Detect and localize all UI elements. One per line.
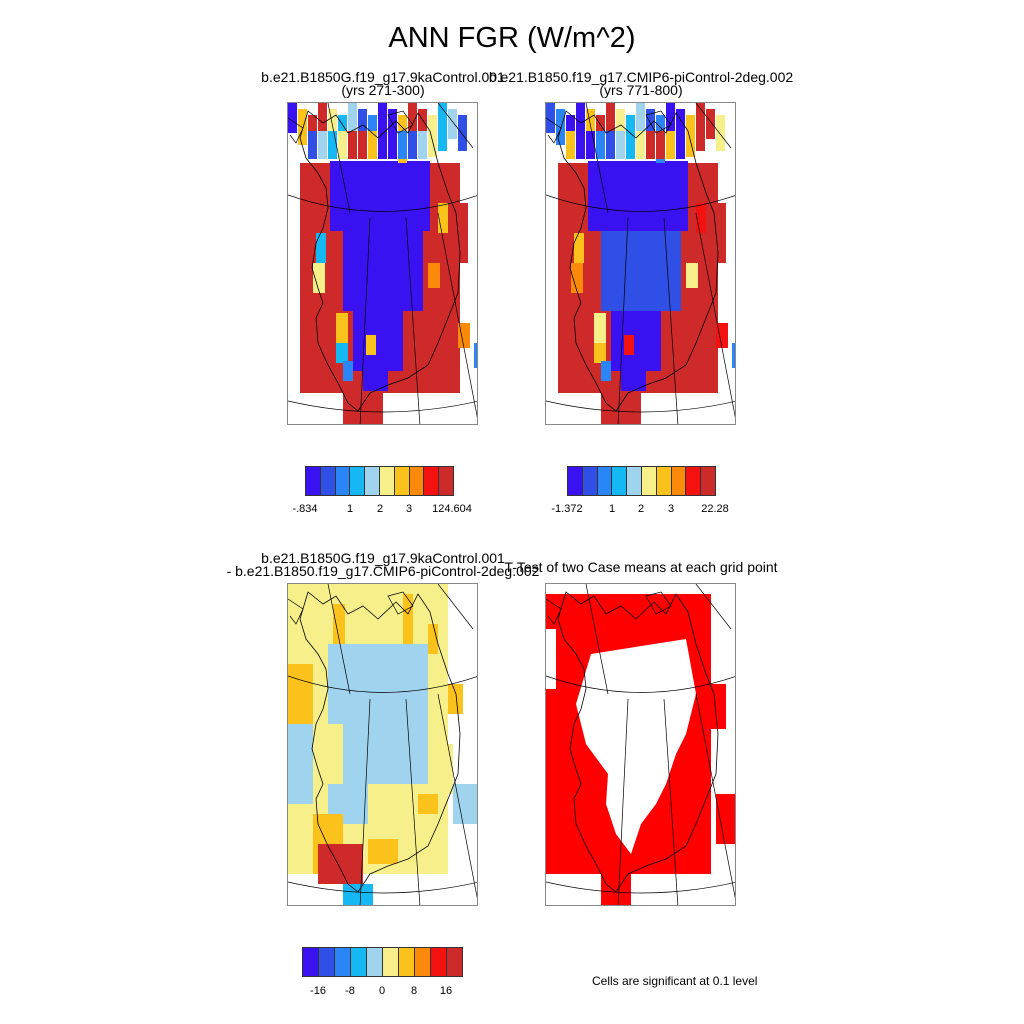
colorbar-swatch bbox=[320, 467, 336, 495]
map-panel-ttest bbox=[545, 583, 736, 906]
colorbar-swatch bbox=[671, 467, 687, 495]
island-outline bbox=[387, 110, 414, 134]
main-title: ANN FGR (W/m^2) bbox=[388, 22, 636, 54]
greenland-coastline bbox=[299, 110, 461, 412]
map-panel-difference bbox=[287, 583, 478, 906]
colorbar-swatch bbox=[597, 467, 613, 495]
map-panel-case1 bbox=[287, 102, 478, 425]
colorbar-swatch bbox=[582, 467, 598, 495]
graticule bbox=[546, 584, 735, 905]
coastline-fragment bbox=[546, 598, 562, 625]
colorbar-swatch bbox=[447, 948, 462, 976]
panel1-title-line1: b.e21.B1850G.f19_g17.9kaControl.001 bbox=[261, 69, 505, 85]
field-cells bbox=[546, 103, 735, 424]
colorbar1-tick: 124.604 bbox=[432, 503, 472, 515]
island-outline bbox=[387, 591, 414, 615]
colorbar2-tick: 22.28 bbox=[701, 503, 729, 515]
significance-cells bbox=[546, 584, 735, 905]
panel4-title: T-Test of two Case means at each grid po… bbox=[504, 559, 778, 575]
coastline-fragment bbox=[288, 598, 304, 625]
colorbar-swatch bbox=[367, 948, 383, 976]
colorbar2-tick: 1 bbox=[608, 503, 616, 515]
coastline-fragment bbox=[288, 117, 304, 144]
colorbar-swatch bbox=[350, 467, 366, 495]
greenland-coastline bbox=[557, 110, 719, 412]
graticule bbox=[288, 584, 477, 905]
coastline-fragment bbox=[546, 117, 562, 144]
colorbar-swatch bbox=[306, 467, 321, 495]
colorbar-swatch bbox=[335, 467, 351, 495]
panel2-title-line2: (yrs 771-800) bbox=[599, 82, 683, 98]
colorbar-swatch bbox=[627, 467, 642, 495]
panel3-title-line2: - b.e21.B1850.f19_g17.CMIP6-piControl-2d… bbox=[226, 563, 540, 579]
colorbar-swatch bbox=[568, 467, 583, 495]
colorbar2-tick: 2 bbox=[637, 503, 645, 515]
significance-note: Cells are significant at 0.1 level bbox=[592, 974, 758, 988]
colorbar-swatch bbox=[335, 948, 351, 976]
colorbar3-tick: 8 bbox=[410, 985, 418, 997]
colorbar-swatch bbox=[399, 948, 415, 976]
colorbar1-tick: 3 bbox=[405, 503, 413, 515]
map-svg-case2 bbox=[546, 103, 735, 424]
colorbar-swatch bbox=[303, 948, 319, 976]
colorbar-swatch bbox=[409, 467, 425, 495]
greenland-coastline bbox=[557, 591, 719, 893]
colorbar-swatch bbox=[415, 948, 431, 976]
colorbar2-tick: -1.372 bbox=[551, 503, 583, 515]
colorbar-swatch bbox=[351, 948, 367, 976]
colorbar3-tick: 16 bbox=[439, 985, 453, 997]
colorbar-case2 bbox=[567, 466, 716, 496]
colorbar-swatch bbox=[424, 467, 440, 495]
colorbar-case1 bbox=[305, 466, 454, 496]
colorbar-swatch bbox=[439, 467, 453, 495]
colorbar-swatch bbox=[365, 467, 380, 495]
map-svg-ttest bbox=[546, 584, 735, 905]
map-svg-case1 bbox=[288, 103, 477, 424]
field-cells bbox=[288, 103, 477, 424]
colorbar3-tick: -16 bbox=[310, 985, 326, 997]
colorbar-swatch bbox=[431, 948, 447, 976]
map-panel-case2 bbox=[545, 102, 736, 425]
panel3-title-line1: b.e21.B1850G.f19_g17.9kaControl.001 bbox=[261, 550, 505, 566]
colorbar1-tick: 1 bbox=[346, 503, 354, 515]
colorbar-swatch bbox=[656, 467, 672, 495]
colorbar-swatch bbox=[379, 467, 395, 495]
island-outline bbox=[645, 110, 672, 134]
colorbar3-tick: 0 bbox=[378, 985, 386, 997]
colorbar1-tick: -.834 bbox=[292, 503, 318, 515]
panel2-title-line1: b.e21.B1850.f19_g17.CMIP6-piControl-2deg… bbox=[488, 69, 794, 85]
colorbar-swatch bbox=[383, 948, 399, 976]
colorbar-swatch bbox=[394, 467, 410, 495]
colorbar3-tick: -8 bbox=[345, 985, 355, 997]
graticule bbox=[546, 103, 735, 424]
colorbar-swatch bbox=[612, 467, 628, 495]
colorbar1-tick: 2 bbox=[376, 503, 384, 515]
map-svg-difference bbox=[288, 584, 477, 905]
colorbar-swatch bbox=[641, 467, 657, 495]
colorbar-swatch bbox=[701, 467, 715, 495]
colorbar-difference bbox=[302, 947, 463, 977]
graticule bbox=[288, 103, 477, 424]
island-outline bbox=[645, 591, 672, 615]
colorbar-swatch bbox=[686, 467, 702, 495]
panel1-title-line2: (yrs 271-300) bbox=[341, 82, 425, 98]
difference-cells bbox=[288, 584, 477, 905]
colorbar2-tick: 3 bbox=[667, 503, 675, 515]
greenland-coastline bbox=[299, 591, 461, 893]
colorbar-swatch bbox=[319, 948, 335, 976]
